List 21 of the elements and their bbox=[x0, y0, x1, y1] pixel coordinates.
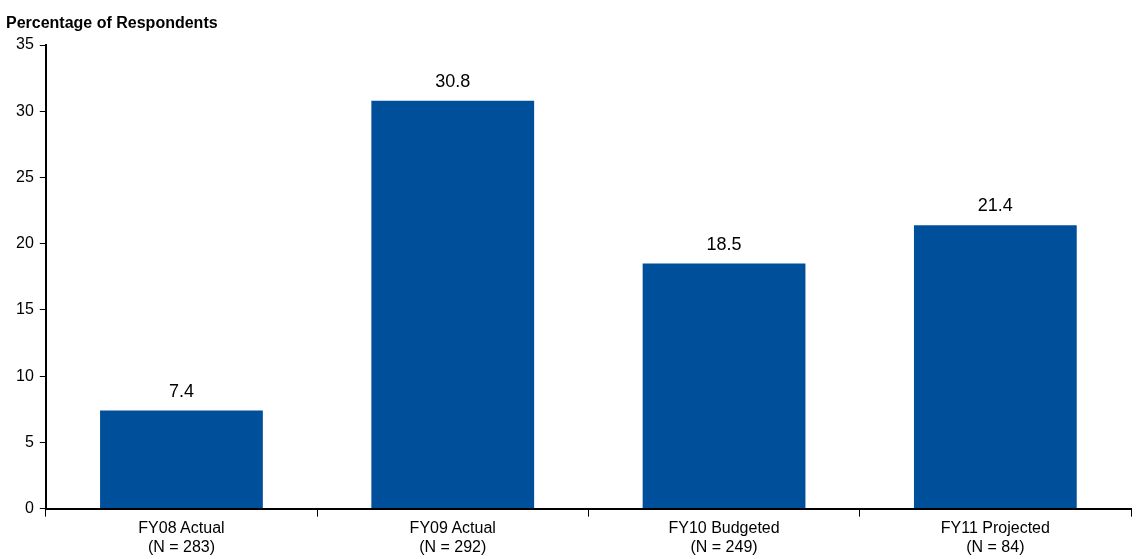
data-label: 30.8 bbox=[435, 70, 471, 91]
y-tick-label: 5 bbox=[24, 432, 34, 450]
x-tick-label: FY10 Budgeted (N = 249) bbox=[668, 518, 780, 555]
x-tick-label: FY09 Actual (N = 292) bbox=[409, 518, 496, 555]
y-tick-label: 35 bbox=[16, 35, 34, 53]
data-label: 21.4 bbox=[977, 195, 1013, 216]
bar bbox=[100, 410, 263, 509]
data-label: 7.4 bbox=[168, 380, 194, 401]
y-tick-label: 20 bbox=[16, 234, 34, 252]
y-tick-label: 15 bbox=[16, 300, 34, 318]
x-tick-label: FY11 Projected (N = 84) bbox=[940, 518, 1050, 555]
y-axis-title: Percentage of Respondents bbox=[6, 14, 218, 32]
data-label: 18.5 bbox=[706, 233, 742, 254]
bar bbox=[913, 225, 1077, 509]
x-tick-label: FY08 Actual (N = 283) bbox=[138, 518, 225, 555]
y-tick-label: 0 bbox=[24, 499, 34, 517]
bar bbox=[371, 100, 535, 509]
y-tick-label: 25 bbox=[16, 167, 34, 185]
bar bbox=[642, 263, 806, 509]
y-tick-label: 10 bbox=[16, 366, 34, 384]
y-tick-label: 30 bbox=[16, 101, 34, 119]
